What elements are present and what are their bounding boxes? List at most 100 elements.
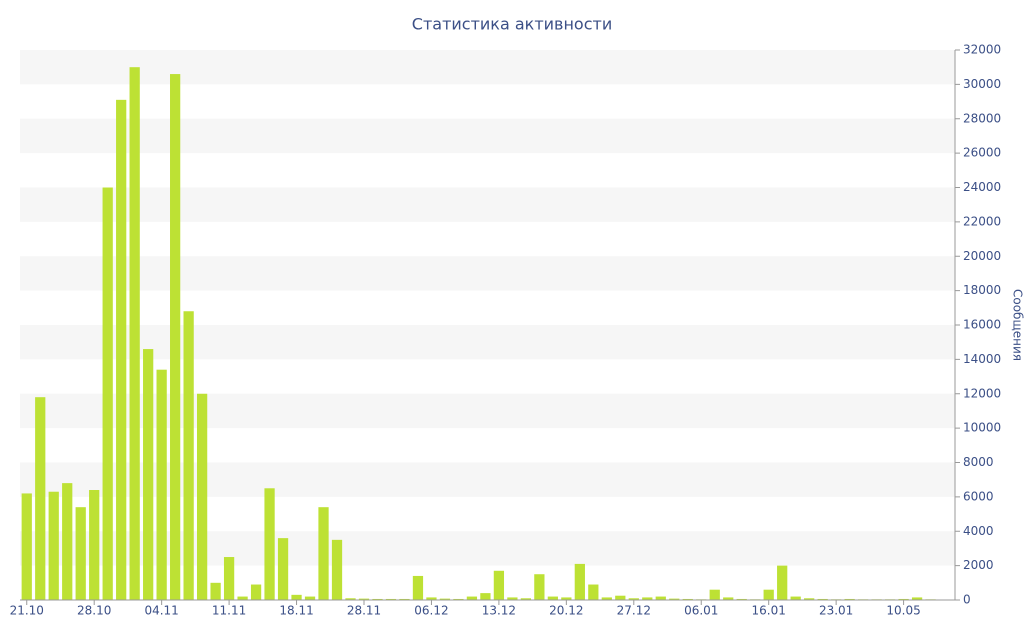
- x-tick-label: 18.11: [279, 604, 313, 618]
- bar: [615, 595, 626, 600]
- bar: [237, 596, 248, 600]
- bar: [669, 598, 680, 600]
- bar: [372, 598, 383, 600]
- bar: [561, 597, 572, 600]
- y-tick-label: 20000: [963, 249, 1001, 263]
- bar: [426, 597, 437, 600]
- y-tick-label: 32000: [963, 43, 1001, 57]
- bar: [129, 67, 140, 600]
- bar: [210, 582, 221, 600]
- bar: [804, 598, 815, 600]
- x-tick-label: 10.05: [886, 604, 920, 618]
- bar: [507, 597, 518, 600]
- grid-band: [20, 187, 955, 222]
- bar: [588, 584, 599, 600]
- y-tick-label: 0: [963, 593, 971, 607]
- grid-band: [20, 325, 955, 360]
- y-tick-label: 16000: [963, 318, 1001, 332]
- grid-band: [20, 118, 955, 154]
- bar: [156, 369, 167, 600]
- bar: [170, 74, 181, 600]
- bar: [196, 393, 208, 600]
- bar: [790, 596, 801, 600]
- x-tick-label: 21.10: [10, 604, 44, 618]
- bar: [547, 596, 558, 600]
- bar: [763, 589, 774, 600]
- x-tick-label: 04.11: [144, 604, 178, 618]
- y-tick-label: 12000: [963, 386, 1001, 400]
- bar: [21, 493, 32, 600]
- y-tick-label: 10000: [963, 421, 1001, 435]
- bar: [264, 488, 275, 600]
- x-tick-label: 28.11: [347, 604, 381, 618]
- bar: [817, 598, 828, 600]
- bar: [250, 584, 262, 600]
- grid-band: [20, 50, 955, 85]
- bar: [534, 574, 545, 600]
- y-tick-label: 14000: [963, 352, 1001, 366]
- bar: [331, 539, 343, 600]
- y-tick-label: 4000: [963, 524, 994, 538]
- bar: [520, 598, 532, 600]
- bar: [48, 491, 59, 600]
- y-tick-label: 8000: [963, 455, 994, 469]
- bar: [466, 596, 478, 600]
- bar: [35, 397, 46, 600]
- bar: [304, 596, 316, 600]
- bar: [385, 598, 397, 600]
- x-tick-label: 06.01: [684, 604, 718, 618]
- bar: [709, 589, 720, 600]
- bar: [736, 598, 747, 600]
- bar: [116, 99, 127, 600]
- x-tick-label: 20.12: [549, 604, 583, 618]
- bar: [75, 507, 86, 600]
- x-tick-label: 11.11: [212, 604, 246, 618]
- y-tick-label: 18000: [963, 283, 1001, 297]
- bar: [574, 563, 585, 600]
- bar: [723, 597, 734, 600]
- y-tick-label: 24000: [963, 180, 1001, 194]
- bar: [399, 598, 410, 600]
- x-tick-label: 23.01: [819, 604, 853, 618]
- bar: [601, 597, 612, 600]
- chart-title: Статистика активности: [412, 15, 612, 34]
- bar: [277, 538, 289, 600]
- bar: [682, 598, 693, 600]
- bar: [318, 507, 329, 600]
- y-tick-label: 28000: [963, 111, 1001, 125]
- x-tick-label: 06.12: [414, 604, 448, 618]
- bar: [291, 594, 302, 600]
- bar: [62, 483, 73, 600]
- x-tick-label: 16.01: [752, 604, 786, 618]
- x-tick-label: 28.10: [77, 604, 111, 618]
- x-tick-label: 27.12: [617, 604, 651, 618]
- grid-band: [20, 256, 955, 291]
- bar: [628, 598, 639, 600]
- bar: [183, 311, 194, 600]
- y-tick-label: 22000: [963, 214, 1001, 228]
- y-tick-label: 30000: [963, 77, 1001, 91]
- bar: [642, 597, 653, 600]
- y-tick-label: 6000: [963, 489, 994, 503]
- bar: [223, 557, 235, 600]
- bar: [102, 187, 113, 600]
- bar: [358, 598, 370, 600]
- bar: [911, 597, 923, 600]
- y-tick-label: 2000: [963, 558, 994, 572]
- x-tick-label: 13.12: [482, 604, 516, 618]
- bar: [439, 598, 451, 600]
- bar: [143, 349, 154, 600]
- bar: [89, 490, 100, 600]
- bar: [480, 593, 491, 600]
- bar: [453, 598, 464, 600]
- bar: [345, 598, 356, 600]
- bar: [493, 570, 505, 600]
- bar: [844, 598, 855, 600]
- bar: [777, 565, 788, 600]
- bar: [898, 598, 909, 600]
- bar: [412, 575, 424, 600]
- bar: [655, 596, 666, 600]
- y-axis-label: Сообщения: [1011, 289, 1024, 361]
- y-tick-label: 26000: [963, 146, 1001, 160]
